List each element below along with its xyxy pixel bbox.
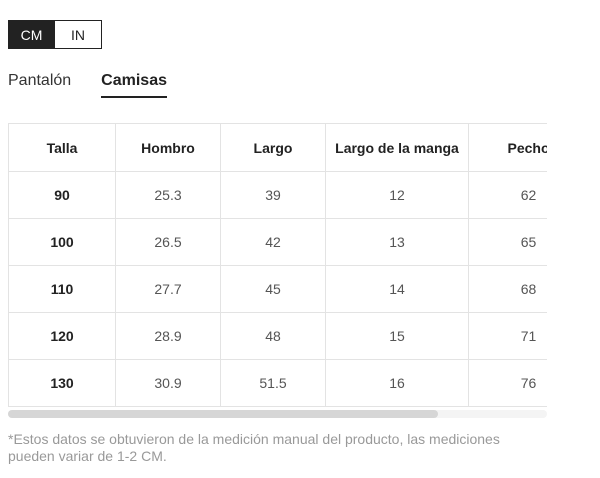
chest-cell: 71 — [468, 312, 547, 360]
table-row: 130 30.9 51.5 16 76 — [8, 359, 547, 407]
sleeve-cell: 14 — [325, 265, 469, 313]
shoulder-cell: 30.9 — [115, 359, 221, 407]
header-largo: Largo — [220, 123, 326, 172]
header-pecho: Pecho — [468, 123, 547, 172]
length-cell: 45 — [220, 265, 326, 313]
sleeve-cell: 15 — [325, 312, 469, 360]
unit-in-button[interactable]: IN — [55, 20, 102, 49]
sleeve-cell: 16 — [325, 359, 469, 407]
shoulder-cell: 28.9 — [115, 312, 221, 360]
tab-pantalon[interactable]: Pantalón — [8, 72, 72, 89]
table-row: 120 28.9 48 15 71 — [8, 312, 547, 360]
chest-cell: 65 — [468, 218, 547, 266]
table-row: 100 26.5 42 13 65 — [8, 218, 547, 266]
length-cell: 39 — [220, 171, 326, 219]
size-cell: 120 — [8, 312, 116, 360]
table-header-row: Talla Hombro Largo Largo de la manga Pec… — [8, 123, 547, 172]
unit-toggle: CM IN — [8, 20, 102, 49]
table-row: 110 27.7 45 14 68 — [8, 265, 547, 313]
header-talla: Talla — [8, 123, 116, 172]
chest-cell: 62 — [468, 171, 547, 219]
category-tabs: Pantalón Camisas — [8, 72, 167, 98]
tab-camisas[interactable]: Camisas — [101, 72, 167, 98]
measurement-footnote: *Estos datos se obtuvieron de la medició… — [8, 431, 500, 464]
table-row: 90 25.3 39 12 62 — [8, 171, 547, 219]
horizontal-scrollbar[interactable] — [8, 410, 547, 418]
shoulder-cell: 27.7 — [115, 265, 221, 313]
size-cell: 100 — [8, 218, 116, 266]
header-hombro: Hombro — [115, 123, 221, 172]
length-cell: 48 — [220, 312, 326, 360]
length-cell: 51.5 — [220, 359, 326, 407]
sleeve-cell: 13 — [325, 218, 469, 266]
size-table: Talla Hombro Largo Largo de la manga Pec… — [8, 123, 547, 407]
header-largo-manga: Largo de la manga — [325, 123, 469, 172]
chest-cell: 68 — [468, 265, 547, 313]
shoulder-cell: 26.5 — [115, 218, 221, 266]
chest-cell: 76 — [468, 359, 547, 407]
size-cell: 90 — [8, 171, 116, 219]
shoulder-cell: 25.3 — [115, 171, 221, 219]
sleeve-cell: 12 — [325, 171, 469, 219]
scrollbar-thumb[interactable] — [8, 410, 438, 418]
size-cell: 110 — [8, 265, 116, 313]
size-table-container: Talla Hombro Largo Largo de la manga Pec… — [8, 123, 547, 409]
unit-cm-button[interactable]: CM — [8, 20, 55, 49]
length-cell: 42 — [220, 218, 326, 266]
size-cell: 130 — [8, 359, 116, 407]
